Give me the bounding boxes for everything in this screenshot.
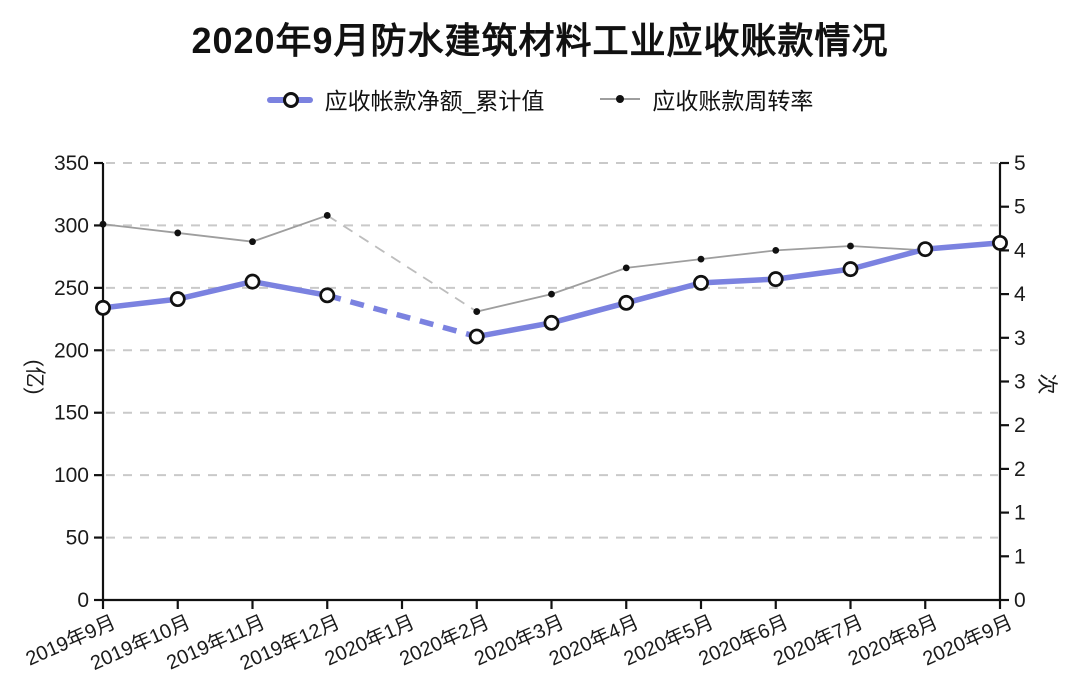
gray-line-dot-icon xyxy=(600,94,641,104)
right-axis-tick-label: 5 xyxy=(1014,196,1026,219)
left-axis-tick-label: 250 xyxy=(54,277,89,300)
right-axis-tick-label: 3 xyxy=(1014,371,1026,394)
net-receivables-point xyxy=(169,291,186,308)
right-axis-tick-label: 3 xyxy=(1014,327,1026,350)
left-axis-tick-label: 300 xyxy=(54,214,89,237)
turnover-point xyxy=(174,229,182,237)
turnover-line xyxy=(102,214,328,243)
left-axis-tick-label: 50 xyxy=(66,527,89,550)
legend-item-turnover: 应收账款周转率 xyxy=(600,82,813,116)
legend-label-net-receivables: 应收帐款净额_累计值 xyxy=(324,88,545,114)
net-receivables-point xyxy=(992,234,1008,251)
net-receivables-line xyxy=(474,240,1003,340)
left-axis-tick-label: 150 xyxy=(54,402,89,425)
right-axis-tick-label: 2 xyxy=(1014,414,1026,437)
left-axis-tick-label: 350 xyxy=(54,152,89,175)
left-axis-unit-label: (亿) xyxy=(23,360,46,395)
net-receivables-point xyxy=(842,261,859,278)
blue-line-circle-icon xyxy=(266,91,313,108)
left-axis-tick-label: 200 xyxy=(54,339,89,362)
right-axis-tick-label: 1 xyxy=(1014,545,1026,568)
right-axis-tick-label: 4 xyxy=(1014,283,1026,306)
net-receivables-point xyxy=(95,299,111,316)
right-axis-tick-label: 0 xyxy=(1014,589,1026,612)
net-receivables-point xyxy=(917,241,934,258)
turnover-point xyxy=(847,242,854,250)
turnover-point xyxy=(772,247,780,254)
chart-title: 2020年9月防水建筑材料工业应收账款情况 xyxy=(191,20,889,61)
net-receivables-point xyxy=(244,273,261,290)
left-axis-tick-label: 0 xyxy=(77,589,89,612)
turnover-point xyxy=(323,212,331,219)
net-receivables-point xyxy=(543,314,560,331)
net-receivables-point xyxy=(468,328,485,345)
net-receivables-point xyxy=(767,271,784,288)
turnover-point xyxy=(697,255,705,263)
right-axis-tick-label: 1 xyxy=(1014,502,1026,525)
net-receivables-line xyxy=(100,278,330,311)
right-axis-tick-label: 2 xyxy=(1014,458,1026,481)
net-receivables-point xyxy=(693,274,709,291)
left-axis-tick-label: 100 xyxy=(54,464,89,487)
right-axis-tick-label: 4 xyxy=(1014,239,1026,262)
net-receivables-point xyxy=(618,294,635,311)
turnover-point xyxy=(548,290,555,298)
legend-label-turnover: 应收账款周转率 xyxy=(652,88,814,114)
net-receivables-point xyxy=(319,287,336,304)
turnover-point xyxy=(473,308,481,315)
right-axis-unit-label: 次 xyxy=(1035,374,1058,395)
chart-legend: 应收帐款净额_累计值 应收账款周转率 xyxy=(0,82,1080,116)
turnover-point xyxy=(622,264,630,272)
right-axis-tick-label: 5 xyxy=(1014,152,1026,175)
turnover-line-gap-dashed xyxy=(326,214,478,313)
legend-item-net-receivables: 应收帐款净额_累计值 xyxy=(266,82,545,116)
net-receivables-line-gap-dashed xyxy=(326,292,478,340)
turnover-point xyxy=(99,220,107,228)
turnover-point xyxy=(249,238,256,246)
